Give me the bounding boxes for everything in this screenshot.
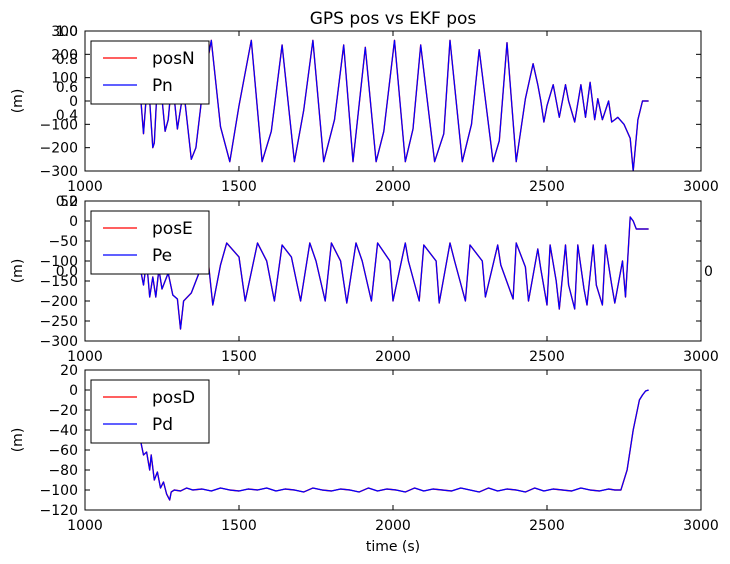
overlay-tick-label: 0.6 [56, 80, 78, 96]
x-tick-label: 3000 [683, 349, 719, 365]
x-tick-label: 1000 [67, 179, 103, 195]
legend-box [90, 40, 210, 105]
x-tick-label: 1500 [221, 349, 257, 365]
y-tick-label: −250 [40, 314, 78, 330]
series-line-pose [139, 216, 649, 330]
y-tick-label: −100 [40, 483, 78, 499]
series-line-pn [139, 39, 649, 171]
plot-frame [84, 369, 702, 511]
y-tick-label: −300 [40, 334, 78, 350]
legend-label: posE [152, 219, 193, 239]
x-tick-label: 2000 [375, 349, 411, 365]
x-axis-label: time (s) [366, 539, 420, 555]
x-tick-label: 1000 [67, 349, 103, 365]
legend-label: Pd [152, 415, 173, 435]
plot-frame [84, 30, 702, 172]
y-tick-label: 0 [69, 383, 78, 399]
overlay-tick-label: 0.8 [56, 52, 78, 68]
plot-frame [84, 200, 702, 342]
y-tick-label: −100 [40, 117, 78, 133]
legend-label: posD [152, 388, 195, 408]
y-tick-label: 0 [69, 214, 78, 230]
legend-box [90, 210, 210, 275]
series-line-pe [139, 216, 649, 330]
overlay-tick-label: 0.4 [56, 108, 78, 124]
overlay-tick-label: 0.0 [56, 264, 78, 280]
series-line-posn [139, 39, 649, 171]
y-tick-label: −150 [40, 274, 78, 290]
x-tick-label: 1000 [67, 518, 103, 534]
x-tick-label: 2500 [529, 518, 565, 534]
x-tick-label: 2000 [375, 518, 411, 534]
legend-label: Pe [152, 246, 172, 266]
chart-title: GPS pos vs EKF pos [310, 9, 477, 29]
y-tick-label: 100 [51, 71, 78, 87]
x-tick-label: 2000 [375, 179, 411, 195]
x-tick-label: 1500 [221, 518, 257, 534]
y-tick-label: −60 [48, 443, 78, 459]
legend-box [90, 379, 210, 444]
x-tick-label: 3000 [683, 518, 719, 534]
y-tick-label: −200 [40, 294, 78, 310]
x-tick-label: 1500 [221, 179, 257, 195]
y-tick-label: −200 [40, 141, 78, 157]
overlay-tick-label: 1.0 [56, 24, 78, 40]
y-tick-label: 0 [69, 94, 78, 110]
legend-label: Pn [152, 76, 173, 96]
y-axis-label: (m) [10, 428, 26, 453]
y-axis-label: (m) [10, 89, 26, 114]
y-tick-label: −50 [48, 234, 78, 250]
legend-label: posN [152, 49, 195, 69]
y-tick-label: −100 [40, 254, 78, 270]
y-tick-label: 50 [60, 194, 78, 210]
x-tick-label: 3000 [683, 179, 719, 195]
y-tick-label: 200 [51, 47, 78, 63]
y-tick-label: −80 [48, 463, 78, 479]
y-tick-label: 300 [51, 24, 78, 40]
series-line-pd [139, 389, 649, 501]
y-axis-label: (m) [10, 259, 26, 284]
overlay-right-tick-label: 0 [704, 264, 713, 280]
y-tick-label: 20 [60, 363, 78, 379]
series-line-posd [139, 389, 649, 501]
overlay-tick-label: 0.2 [56, 194, 78, 210]
y-tick-label: −20 [48, 403, 78, 419]
y-tick-label: −40 [48, 423, 78, 439]
x-tick-label: 2500 [529, 179, 565, 195]
x-tick-label: 2500 [529, 349, 565, 365]
y-tick-label: −120 [40, 503, 78, 519]
y-tick-label: −300 [40, 164, 78, 180]
